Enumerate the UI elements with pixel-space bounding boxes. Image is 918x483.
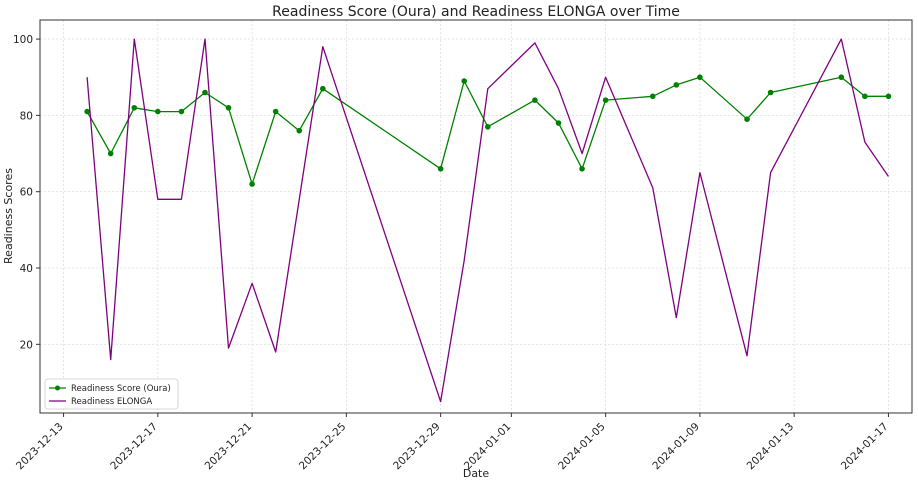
data-point (649, 93, 656, 100)
chart-title: Readiness Score (Oura) and Readiness ELO… (272, 4, 680, 20)
y-tick-label: 60 (20, 187, 33, 199)
series-line-2 (86, 38, 889, 403)
data-point (579, 166, 585, 172)
data-point (673, 82, 680, 88)
grid-lines (40, 20, 912, 413)
plot-frame (39, 19, 913, 414)
series-layer (84, 38, 892, 403)
data-point (461, 78, 468, 84)
data-point (107, 150, 114, 157)
x-tick-label: 2023-12-17 (108, 421, 160, 473)
x-axis-label: Date (463, 467, 490, 480)
x-tick-label: 2023-12-13 (14, 421, 66, 473)
legend-entry: Readiness Score (Oura) (71, 384, 171, 394)
legend-frame (44, 378, 179, 410)
data-point (249, 181, 255, 187)
data-point (178, 108, 185, 115)
data-point (272, 108, 279, 115)
x-tick-label: 2023-12-29 (391, 421, 443, 473)
x-tick-label: 2024-01-17 (839, 421, 891, 473)
legend-marker (55, 385, 60, 391)
data-point (84, 108, 90, 115)
data-point (767, 89, 774, 96)
y-axis-label: Readiness Scores (2, 168, 15, 264)
data-point (862, 93, 868, 100)
y-tick-label: 20 (20, 339, 33, 351)
data-point (320, 85, 326, 92)
legend: Readiness Score (Oura) Readiness ELONGA (44, 378, 179, 410)
legend-entry: Readiness ELONGA (71, 397, 152, 407)
data-point (296, 127, 303, 134)
data-point (202, 89, 208, 96)
y-axis: 20 40 60 80 100 (13, 34, 40, 351)
data-point (838, 74, 845, 81)
data-point (744, 116, 750, 123)
x-tick-label: 2023-12-25 (297, 421, 349, 473)
y-tick-label: 100 (13, 34, 33, 46)
x-tick-label: 2024-01-05 (556, 421, 608, 473)
data-point (131, 104, 138, 111)
data-point (885, 93, 892, 100)
data-point (532, 97, 538, 103)
x-tick-label: 2023-12-21 (203, 421, 255, 473)
data-point (437, 166, 444, 172)
data-point (484, 124, 491, 130)
data-point (555, 120, 562, 126)
x-tick-label: 2024-01-01 (462, 421, 514, 473)
data-point (602, 97, 609, 103)
data-point (697, 74, 703, 81)
data-point (155, 108, 161, 115)
x-tick-label: 2024-01-13 (745, 421, 797, 473)
x-axis: 2023-12-13 2023-12-17 2023-12-21 2023-12-25… (14, 413, 891, 472)
y-tick-label: 40 (20, 263, 33, 275)
series-line-1 (86, 76, 889, 185)
y-tick-label: 80 (20, 110, 33, 122)
data-point (225, 104, 232, 111)
x-tick-label: 2024-01-09 (650, 421, 702, 473)
